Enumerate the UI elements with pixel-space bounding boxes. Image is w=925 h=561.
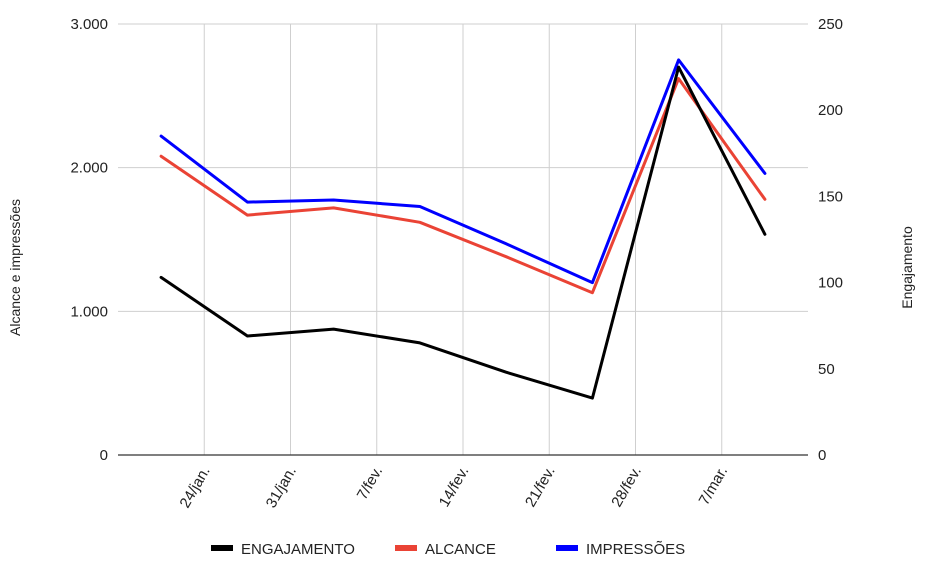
left-tick-label: 0: [100, 447, 108, 464]
left-tick-label: 1.000: [70, 303, 108, 320]
legend-label: IMPRESSÕES: [586, 541, 685, 558]
left-axis-ticks: 0 1.000 2.000 3.000: [70, 16, 108, 464]
left-tick-label: 3.000: [70, 16, 108, 33]
series-line-impressões: [159, 58, 767, 285]
series-lines: [159, 58, 767, 400]
x-tick-label: 24/jan.: [176, 464, 213, 512]
left-tick-label: 2.000: [70, 160, 108, 177]
x-tick-label: 14/fev.: [436, 464, 473, 511]
right-tick-label: 0: [818, 447, 826, 464]
legend: ENGAJAMENTO ALCANCE IMPRESSÕES: [211, 541, 685, 558]
right-tick-label: 50: [818, 361, 835, 378]
vertical-gridlines: [203, 24, 723, 455]
series-line-alcance: [159, 77, 767, 295]
right-axis-title: Engajamento: [899, 226, 915, 309]
left-axis-title: Alcance e impressões: [7, 199, 23, 336]
x-tick-label: 7/fev.: [354, 464, 387, 503]
x-tick-label: 31/jan.: [263, 464, 300, 512]
legend-swatch-impressões: [556, 545, 578, 551]
legend-swatch-alcance: [395, 545, 417, 551]
x-axis-ticks: 24/jan. 31/jan. 7/fev. 14/fev. 21/fev. 28/fev…: [176, 464, 731, 512]
right-tick-label: 100: [818, 275, 843, 292]
series-line-engajamento: [159, 65, 767, 400]
right-tick-label: 250: [818, 16, 843, 33]
legend-swatch-engajamento: [211, 545, 233, 551]
right-axis-ticks: 0 50 100 150 200 250: [818, 16, 843, 464]
legend-label: ALCANCE: [425, 541, 496, 558]
x-tick-label: 28/fev.: [608, 464, 645, 511]
right-tick-label: 150: [818, 188, 843, 205]
legend-label: ENGAJAMENTO: [241, 541, 355, 558]
x-tick-label: 21/fev.: [522, 464, 559, 511]
right-tick-label: 200: [818, 102, 843, 119]
x-tick-label: 7/mar.: [696, 464, 732, 509]
